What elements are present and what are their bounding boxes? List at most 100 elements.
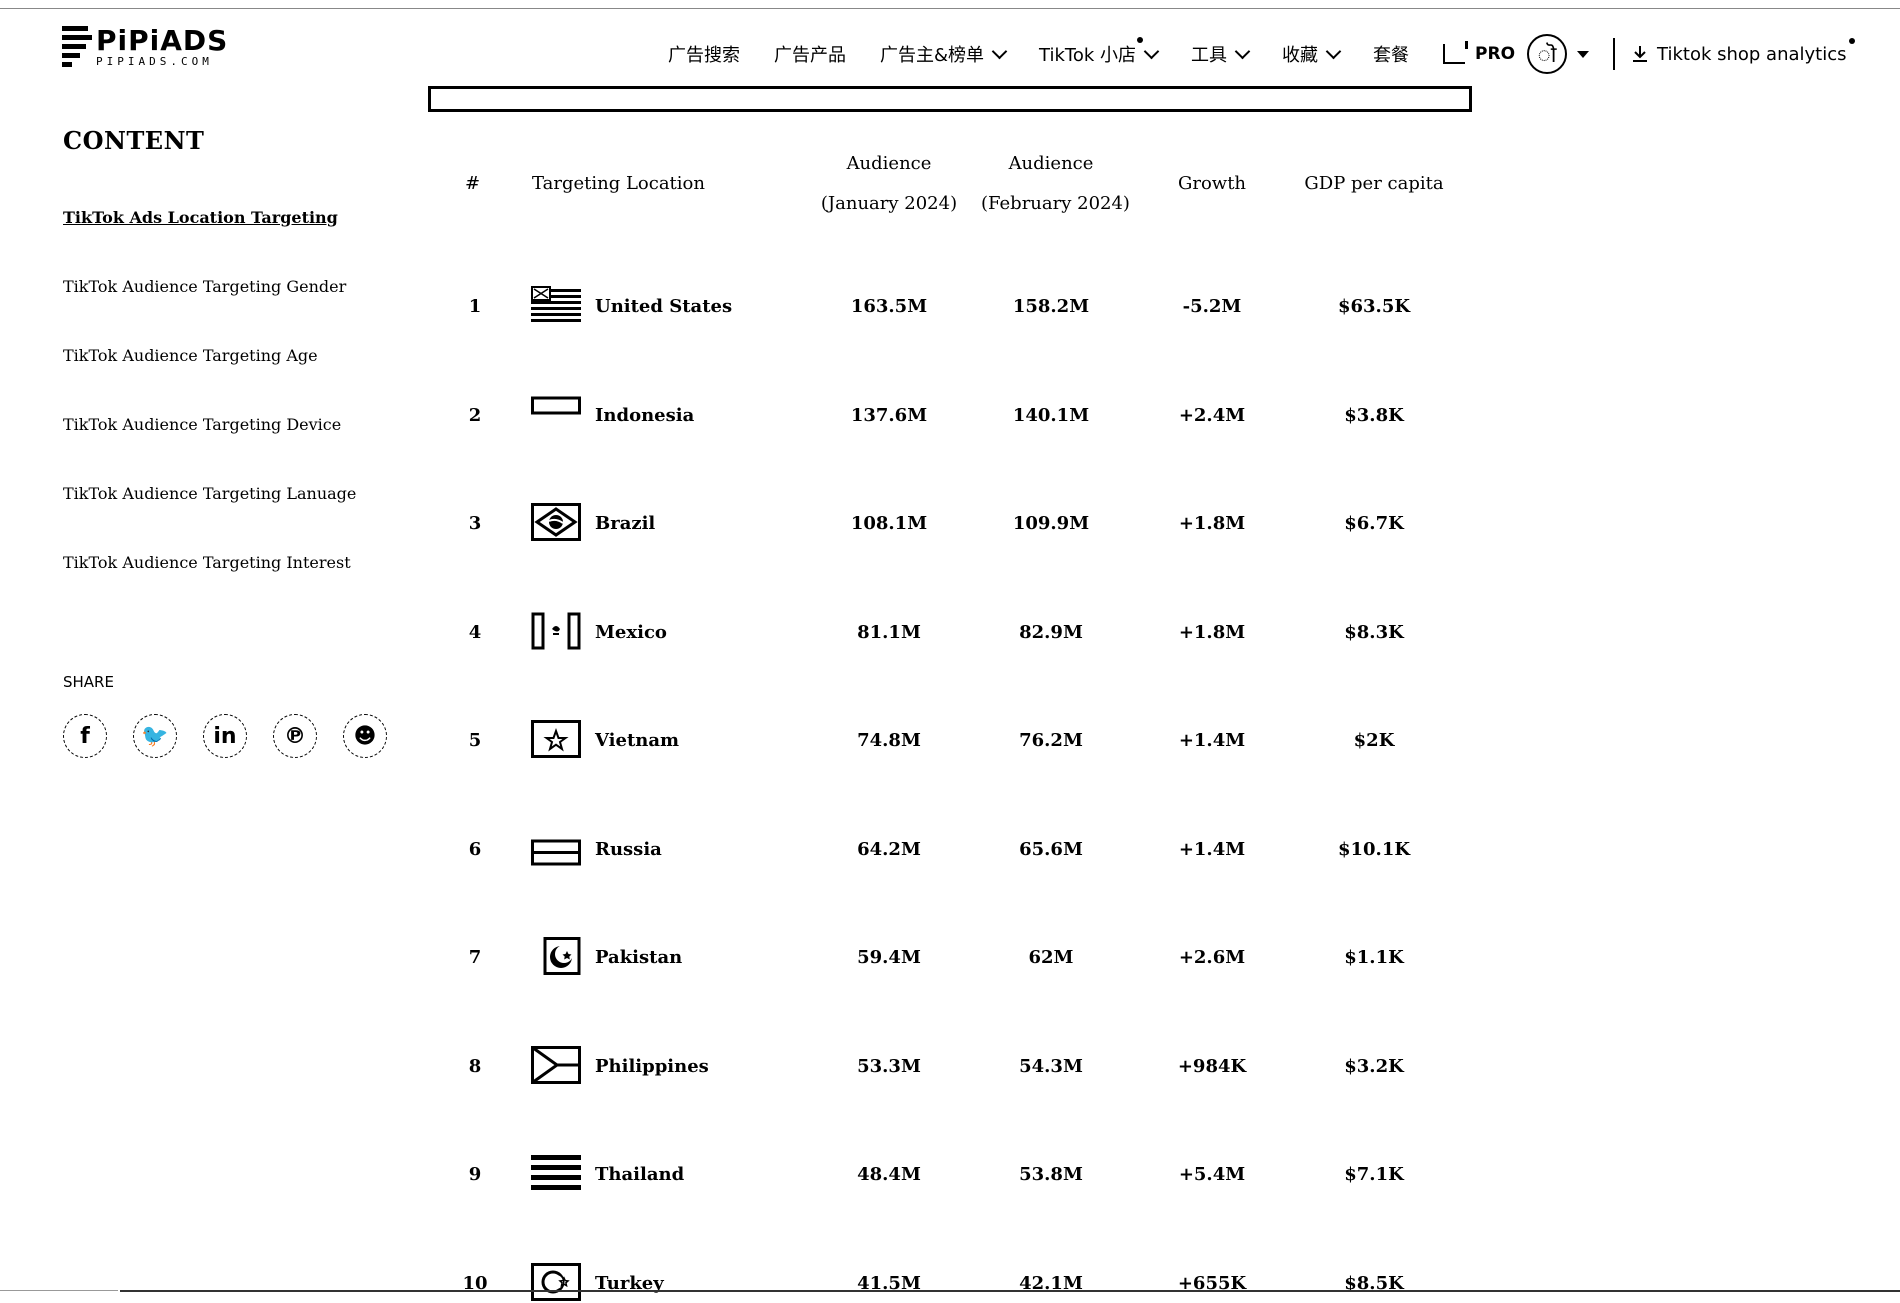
table-of-contents: TikTok Ads Location Targeting TikTok Aud… — [63, 208, 356, 622]
header-gdp: GDP per capita — [1304, 173, 1444, 194]
row-rank: 8 — [468, 1056, 482, 1077]
download-icon — [1633, 46, 1648, 62]
nav-favorites[interactable]: 收藏 — [1282, 41, 1342, 67]
table-row: 7 Pakistan 59.4M 62M +2.6M $1.1K — [0, 937, 1900, 977]
main-nav: 广告搜索 广告产品 广告主&榜单 TikTok 小店 工具 收藏 套餐 PRO … — [668, 34, 1855, 74]
crown-icon — [1443, 41, 1469, 64]
row-audience-jan: 74.8M — [857, 730, 921, 751]
row-country: Philippines — [595, 1056, 709, 1077]
turkey-flag-icon — [531, 1263, 581, 1301]
nav-tools[interactable]: 工具 — [1191, 41, 1251, 67]
thailand-flag-icon — [531, 1154, 581, 1192]
download-analytics-link[interactable]: Tiktok shop analytics — [1631, 37, 1855, 65]
row-growth: +2.6M — [1178, 947, 1246, 968]
row-country: Mexico — [595, 622, 667, 643]
chevron-down-icon — [1325, 43, 1342, 59]
row-country: Vietnam — [595, 730, 680, 751]
caret-down-icon[interactable] — [1577, 50, 1590, 58]
banner-box — [428, 86, 1472, 112]
nav-ad-search[interactable]: 广告搜索 — [668, 45, 740, 66]
row-audience-jan: 64.2M — [857, 839, 921, 860]
row-gdp: $8.3K — [1344, 622, 1404, 643]
toc-age-targeting[interactable]: TikTok Audience Targeting Age — [63, 346, 318, 365]
row-gdp: $63.5K — [1337, 296, 1410, 317]
row-gdp: $1.1K — [1344, 947, 1404, 968]
pro-badge[interactable]: PRO — [1443, 41, 1515, 64]
toc-language-targeting[interactable]: TikTok Audience Targeting Lanuage — [63, 484, 357, 503]
row-gdp: $10.1K — [1337, 839, 1410, 860]
brazil-flag-icon — [531, 503, 581, 541]
row-growth: +1.8M — [1178, 622, 1246, 643]
row-rank: 6 — [468, 839, 482, 860]
row-rank: 3 — [468, 513, 482, 534]
nav-ad-products[interactable]: 广告产品 — [774, 45, 846, 66]
row-gdp: $3.2K — [1344, 1056, 1404, 1077]
toc-gender-targeting[interactable]: TikTok Audience Targeting Gender — [63, 277, 347, 296]
header-audience-jan: Audience (January 2024) — [820, 153, 958, 214]
row-rank: 4 — [468, 622, 482, 643]
row-audience-jan: 137.6M — [850, 405, 928, 426]
mexico-flag-icon — [531, 612, 581, 650]
new-dot-badge — [1137, 37, 1144, 43]
row-audience-jan: 163.5M — [850, 296, 928, 317]
twitter-icon[interactable]: 🐦 — [133, 714, 177, 758]
russia-flag-icon — [531, 829, 581, 867]
avatar[interactable]: ॊ — [1527, 34, 1568, 74]
nav-tiktok-shop[interactable]: TikTok 小店 — [1039, 37, 1160, 67]
row-growth: +5.4M — [1178, 1164, 1246, 1185]
indonesia-flag-icon — [531, 395, 581, 433]
row-audience-jan: 48.4M — [857, 1164, 921, 1185]
row-audience-feb: 140.1M — [1012, 405, 1090, 426]
new-dot-badge — [1848, 37, 1855, 44]
bottom-divider — [120, 1290, 1900, 1292]
row-growth: -5.2M — [1182, 296, 1242, 317]
row-audience-feb: 158.2M — [1012, 296, 1090, 317]
row-gdp: $8.5K — [1344, 1273, 1404, 1294]
row-country: Brazil — [595, 513, 656, 534]
row-audience-jan: 59.4M — [857, 947, 921, 968]
toc-interest-targeting[interactable]: TikTok Audience Targeting Interest — [63, 553, 351, 572]
nav-plans[interactable]: 套餐 — [1373, 45, 1410, 66]
toc-location-targeting[interactable]: TikTok Ads Location Targeting — [63, 208, 338, 227]
nav-advertisers-rankings[interactable]: 广告主&榜单 — [880, 41, 1008, 67]
table-row: 6 Russia 64.2M 65.6M +1.4M $10.1K — [0, 829, 1900, 869]
table-row: 8 Philippines 53.3M 54.3M +984K $3.2K — [0, 1046, 1900, 1086]
row-audience-feb: 82.9M — [1019, 622, 1083, 643]
logo[interactable]: PiPiADS PIPIADS.COM — [62, 24, 228, 70]
pinterest-icon[interactable]: ℗ — [273, 714, 317, 758]
row-rank: 9 — [468, 1164, 482, 1185]
row-audience-feb: 54.3M — [1019, 1056, 1083, 1077]
row-rank: 2 — [468, 405, 482, 426]
toc-device-targeting[interactable]: TikTok Audience Targeting Device — [63, 415, 342, 434]
nav-divider — [1613, 38, 1616, 70]
row-growth: +655K — [1177, 1273, 1247, 1294]
share-heading: SHARE — [63, 673, 114, 691]
logo-mark-icon — [62, 24, 92, 70]
bottom-divider-left — [0, 1290, 118, 1291]
row-audience-feb: 109.9M — [1012, 513, 1090, 534]
row-country: Pakistan — [595, 947, 683, 968]
row-rank: 5 — [468, 730, 482, 751]
row-audience-jan: 53.3M — [857, 1056, 921, 1077]
linkedin-icon[interactable]: in — [203, 714, 247, 758]
row-audience-feb: 76.2M — [1019, 730, 1083, 751]
table-row: 9 Thailand 48.4M 53.8M +5.4M $7.1K — [0, 1154, 1900, 1194]
header-rank: # — [465, 173, 481, 194]
row-gdp: $2K — [1353, 730, 1395, 751]
vietnam-flag-icon — [531, 720, 581, 758]
row-country: Indonesia — [595, 405, 695, 426]
header-audience-feb: Audience (February 2024) — [981, 153, 1130, 214]
chevron-down-icon — [1143, 43, 1160, 59]
share-buttons: f 🐦 in ℗ ☻ — [63, 714, 413, 758]
facebook-icon[interactable]: f — [63, 714, 107, 758]
top-divider — [0, 8, 1900, 9]
row-gdp: $7.1K — [1344, 1164, 1404, 1185]
row-audience-feb: 42.1M — [1019, 1273, 1083, 1294]
row-growth: +1.8M — [1178, 513, 1246, 534]
row-gdp: $3.8K — [1344, 405, 1404, 426]
header-growth: Growth — [1177, 173, 1247, 194]
logo-domain: PIPIADS.COM — [96, 55, 213, 68]
pakistan-flag-icon — [531, 937, 581, 975]
reddit-icon[interactable]: ☻ — [343, 714, 387, 758]
content-heading: CONTENT — [63, 126, 205, 155]
